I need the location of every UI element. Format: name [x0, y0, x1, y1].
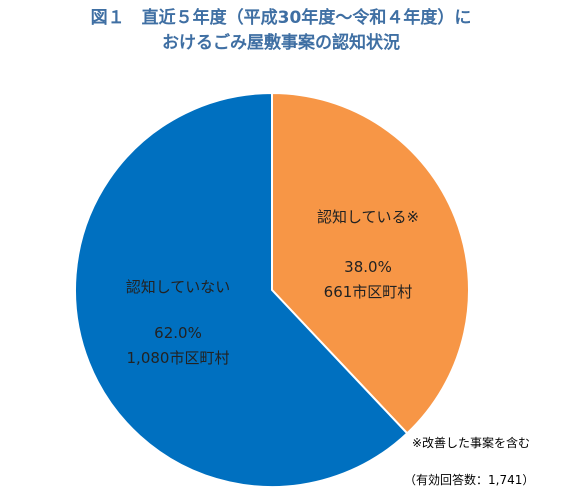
slice-count-label-2: 1,080市区町村: [127, 349, 230, 367]
slice-percent-label-2: 62.0%: [154, 324, 202, 342]
pie-slice-2: [74, 92, 409, 488]
chart-title: 図１ 直近５年度（平成30年度～令和４年度）に おけるごみ屋敷事案の認知状況: [0, 6, 562, 56]
response-count-note: （有効回答数：1,741）: [404, 473, 535, 487]
pie-slice-1: [271, 92, 470, 435]
chart-title-line-2: おけるごみ屋敷事案の認知状況: [162, 33, 400, 53]
pie-slices: [74, 92, 470, 488]
slice-label-2: 認知していない: [126, 278, 231, 296]
pie-labels: 認知している※ 38.0% 661市区町村 認知していない 62.0% 1,080市区町村: [126, 208, 419, 367]
slice-label-1: 認知している※: [317, 208, 419, 226]
improvement-note: ※改善した事案を含む: [412, 436, 531, 450]
slice-count-label-1: 661市区町村: [324, 283, 413, 301]
chart-title-line-1: 図１ 直近５年度（平成30年度～令和４年度）に: [90, 8, 472, 28]
slice-percent-label-1: 38.0%: [344, 258, 392, 276]
